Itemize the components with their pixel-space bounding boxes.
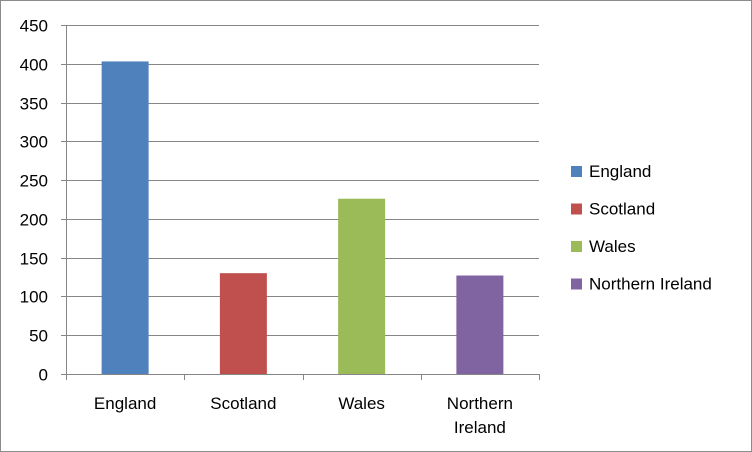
- legend-swatch: [571, 203, 582, 215]
- y-tick-label: 200: [20, 211, 48, 230]
- y-tick-label: 400: [20, 56, 48, 75]
- bar-wales: [338, 198, 386, 374]
- x-category-label: England: [94, 394, 156, 413]
- y-tick-label: 100: [20, 288, 48, 307]
- x-category-label-line: Northern: [447, 394, 513, 413]
- axes: [61, 25, 540, 380]
- legend-swatch: [571, 278, 582, 290]
- legend: England Scotland Wales Northern Ireland: [571, 162, 712, 294]
- x-category-label-line: England: [94, 394, 156, 413]
- bar-scotland: [219, 273, 267, 374]
- x-category-label-line: Scotland: [210, 394, 276, 413]
- y-tick-label: 150: [20, 250, 48, 269]
- y-tick-label: 350: [20, 95, 48, 114]
- x-category-label: Northern Ireland: [447, 394, 513, 437]
- x-category-label-line: Wales: [338, 394, 385, 413]
- x-category-label: Wales: [338, 394, 385, 413]
- legend-label: Scotland: [589, 200, 655, 219]
- x-category-label-line: Ireland: [454, 418, 506, 437]
- x-category-label: Scotland: [210, 394, 276, 413]
- bar-england: [101, 61, 149, 374]
- bar-northern-ireland: [456, 275, 504, 374]
- legend-label: Wales: [589, 237, 636, 256]
- legend-label: England: [589, 162, 651, 181]
- x-axis-category-labels: England Scotland Wales Northern Ireland: [94, 394, 513, 437]
- legend-swatch: [571, 241, 582, 252]
- legend-label: Northern Ireland: [589, 275, 712, 294]
- legend-swatch: [571, 166, 582, 177]
- y-tick-label: 250: [20, 172, 48, 191]
- y-tick-label: 50: [29, 327, 48, 346]
- y-axis-tick-labels: 0 50 100 150 200 250 300 350 400 450: [20, 17, 48, 385]
- y-tick-label: 0: [39, 366, 48, 385]
- y-tick-label: 300: [20, 133, 48, 152]
- bars: [101, 61, 504, 374]
- y-tick-label: 450: [20, 17, 48, 36]
